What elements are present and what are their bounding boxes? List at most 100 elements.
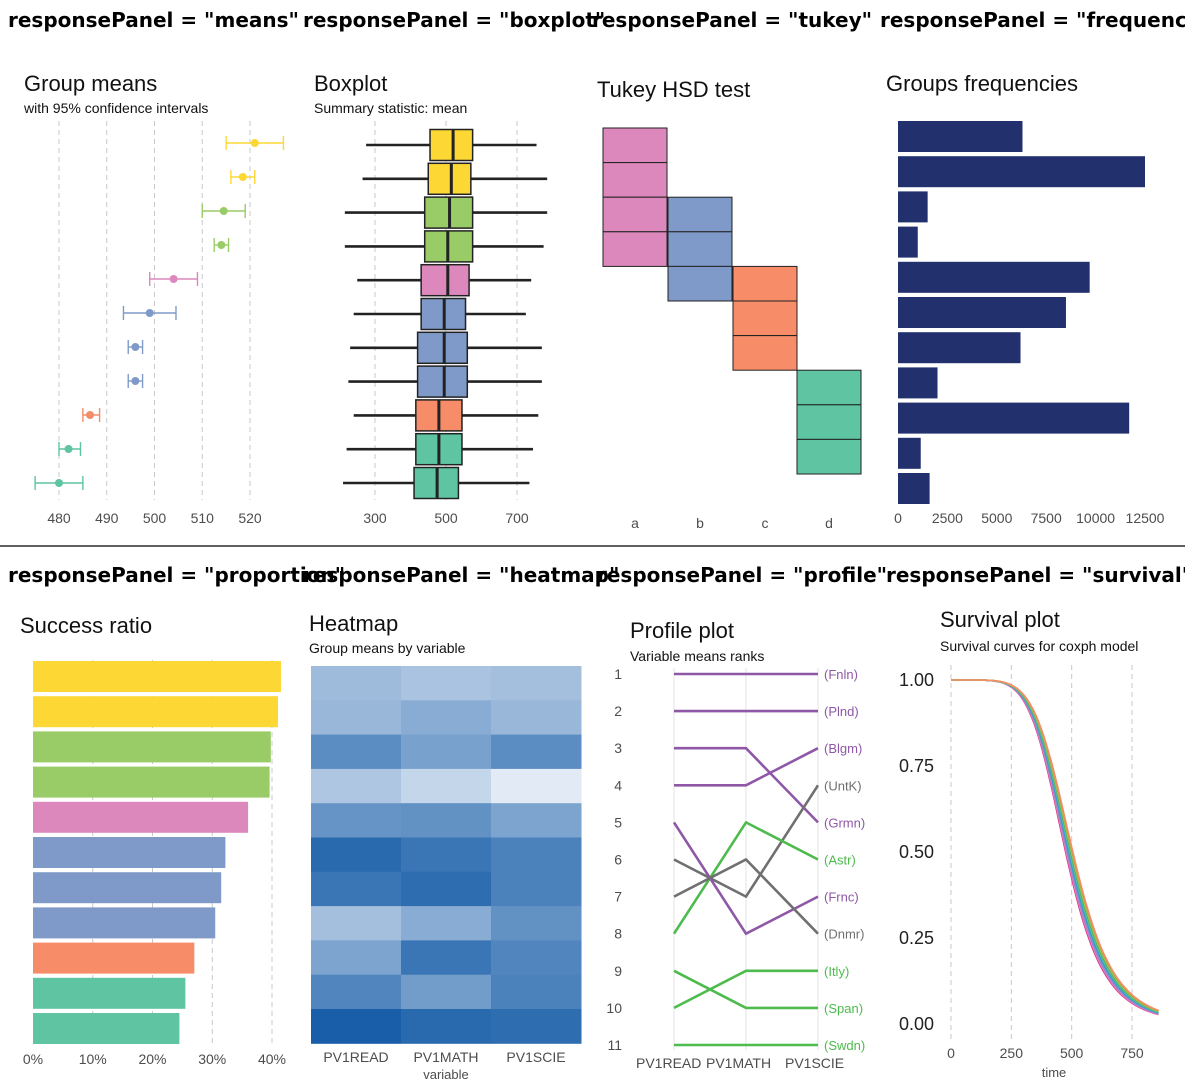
heatmap-cell (491, 666, 582, 701)
profile-series-label: (Fnln) (824, 667, 858, 682)
frequency-bar (898, 121, 1023, 152)
boxplot-box (416, 331, 469, 365)
profile-xtick: PV1READ (636, 1055, 701, 1071)
tukey-cell (602, 162, 668, 198)
heatmap-cell (311, 734, 402, 770)
frequency-bar (898, 191, 928, 223)
tukey-chart: a b c d (602, 127, 862, 531)
means-subtitle: with 95% confidence intervals (23, 100, 208, 116)
profile-series-label: (Dnmr) (824, 927, 864, 942)
heatmap-cell (311, 906, 402, 941)
heatmap-cell (491, 700, 582, 736)
frequency-bar (898, 226, 918, 258)
means-point (55, 479, 63, 487)
heatmap-cell (311, 1009, 402, 1044)
boxplot-box (429, 128, 474, 162)
heatmap-cell (311, 940, 402, 976)
survival-ytick: 0.50 (899, 842, 934, 862)
proportion-bar (33, 837, 226, 868)
boxplot-box (427, 162, 472, 196)
heatmap-cell (401, 871, 492, 907)
proportion-xtick: 30% (198, 1051, 226, 1067)
means-xtick: 480 (47, 510, 71, 526)
frequency-bar (898, 367, 938, 399)
heatmap-subtitle: Group means by variable (309, 640, 466, 656)
means-point (238, 173, 247, 181)
means-point (250, 139, 259, 147)
proportion-bar (33, 696, 278, 728)
proportion-bar (33, 661, 281, 692)
tukey-cell (732, 265, 798, 302)
profile-series-label: (Astr) (824, 853, 856, 868)
heatmap-cell (311, 768, 402, 804)
profile-series-label: (Frnc) (824, 890, 859, 905)
frequency-xtick: 0 (894, 510, 902, 526)
header-profile: responsePanel = "profile" (597, 563, 887, 587)
proportion-xtick: 40% (258, 1051, 286, 1067)
header-heatmap: responsePanel = "heatmap" (303, 563, 619, 587)
heatmap-cell (401, 803, 492, 838)
frequency-bar (898, 332, 1021, 364)
heatmap-chart: PV1READ PV1MATH PV1SCIE (311, 666, 582, 1065)
tukey-cell (602, 196, 668, 233)
boxplot-xtick: 500 (434, 510, 458, 526)
profile-subtitle: Variable means ranks (630, 648, 764, 664)
proportion-xtick: 20% (138, 1051, 166, 1067)
frequency-bar (898, 473, 930, 504)
survival-curve (951, 679, 1159, 1013)
means-point (219, 207, 228, 215)
means-point (145, 309, 154, 317)
heatmap-cell (491, 871, 582, 907)
proportion-bar (33, 766, 270, 798)
survival-curve (951, 679, 1159, 1016)
proportion-bar (33, 801, 249, 833)
proportion-bar (33, 872, 222, 904)
profile-chart: 1 2 3 4 5 6 7 8 9 10 11 (Fnln) (Plnd) (Grmn) (UntK) (Bl… (606, 666, 865, 1071)
frequency-bar (898, 402, 1130, 434)
frequency-bar (898, 437, 921, 469)
tukey-column-label: a (631, 515, 639, 531)
survival-curve (951, 679, 1159, 1012)
proportion-title: Success ratio (20, 613, 152, 638)
profile-ytick: 5 (614, 814, 622, 830)
proportion-xtick: 10% (79, 1051, 107, 1067)
frequency-chart: 0 2500 5000 7500 10000 12500 (894, 121, 1165, 526)
header-tukey: responsePanel = "tukey" (592, 8, 872, 32)
profile-line (673, 969, 818, 1010)
heatmap-cell (311, 974, 402, 1010)
means-xtick: 520 (238, 510, 262, 526)
tukey-column-label: c (762, 515, 769, 531)
profile-series-label: (Swdn) (824, 1038, 865, 1053)
tukey-cell (602, 231, 668, 267)
survival-xtick: 0 (947, 1045, 955, 1061)
profile-series-label: (Grmn) (824, 815, 865, 830)
profile-xtick: PV1SCIE (785, 1055, 844, 1071)
frequency-xtick: 7500 (1031, 510, 1062, 526)
profile-xtick: PV1MATH (706, 1055, 771, 1071)
survival-xtick: 250 (1000, 1045, 1024, 1061)
header-proportion: responsePanel = "proportion" (8, 563, 345, 587)
tukey-cell (667, 231, 733, 267)
heatmap-cell (491, 1009, 582, 1044)
frequency-bar (898, 297, 1066, 328)
profile-series-label: (Blgm) (824, 741, 862, 756)
means-xtick: 500 (143, 510, 167, 526)
profile-ytick: 11 (607, 1037, 622, 1053)
heatmap-title: Heatmap (309, 611, 398, 636)
profile-ytick: 9 (614, 963, 622, 979)
header-boxplot: responsePanel = "boxplot" (303, 8, 605, 32)
heatmap-cell (491, 974, 582, 1010)
heatmap-cell (491, 803, 582, 838)
survival-ytick: 0.25 (899, 928, 934, 948)
heatmap-cell (401, 974, 492, 1010)
profile-ytick: 6 (614, 852, 622, 868)
boxplot-title: Boxplot (314, 71, 387, 96)
heatmap-cell (401, 666, 492, 701)
proportion-bar (33, 731, 271, 763)
survival-chart: 0 250 500 750 1.00 0.75 0.50 0.25 0.00 (899, 665, 1159, 1061)
profile-line (672, 820, 819, 935)
profile-ytick: 7 (614, 889, 622, 905)
profile-series-label: (Span) (824, 1001, 863, 1016)
frequency-bar (898, 156, 1145, 188)
